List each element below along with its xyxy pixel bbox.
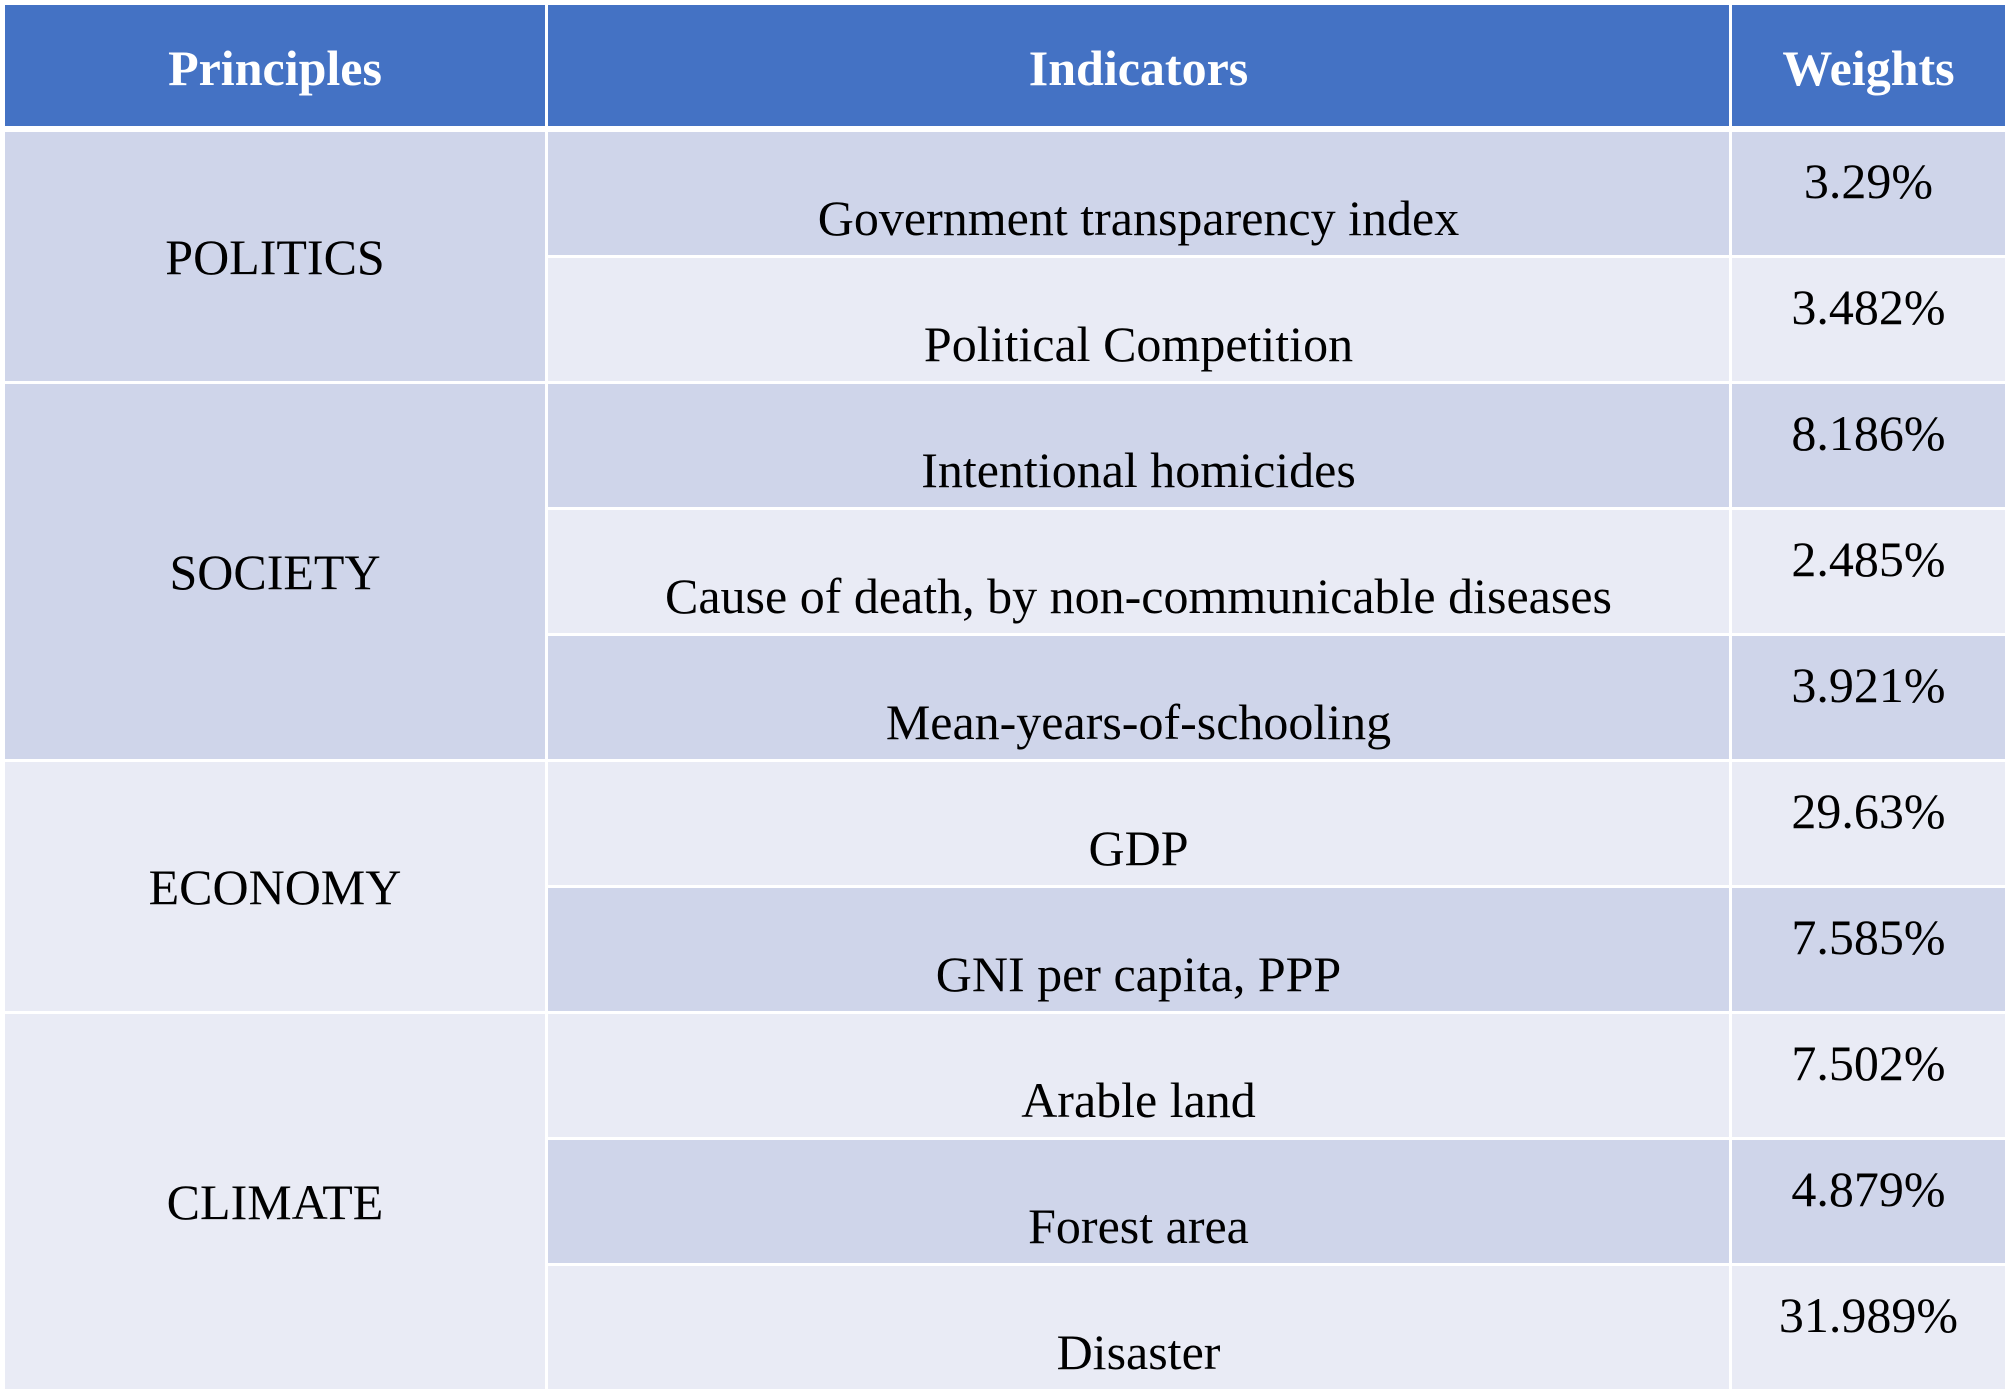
weight-cell: 7.502%: [1729, 1011, 2007, 1140]
principle-climate: CLIMATE: [2, 1011, 548, 1392]
weight-cell: 7.585%: [1729, 885, 2007, 1014]
header-indicators: Indicators: [545, 2, 1732, 132]
table-row: CLIMATE Arable land 7.502%: [2, 1011, 2007, 1392]
indicator-cell: Government transparency index: [545, 127, 1732, 258]
header-principles: Principles: [2, 2, 548, 132]
indicator-cell: Disaster: [545, 1263, 1732, 1392]
table-row: POLITICS Government transparency index 3…: [2, 127, 2007, 384]
table-row: Political Competition 3.482%: [4, 255, 2007, 384]
indicator-cell: Arable land: [545, 1011, 1732, 1140]
weight-cell: 3.921%: [1729, 633, 2007, 762]
indicator-cell: Mean-years-of-schooling: [545, 633, 1732, 762]
principle-economy: ECONOMY: [2, 759, 548, 1014]
indicator-cell: Political Competition: [545, 255, 1732, 384]
weight-cell: 2.485%: [1729, 507, 2007, 636]
table-row: GNI per capita, PPP 7.585%: [4, 885, 2007, 1014]
principle-politics: POLITICS: [2, 127, 548, 384]
principle-society: SOCIETY: [2, 381, 548, 762]
table-row: SOCIETY Intentional homicides 8.186%: [2, 381, 2007, 762]
indicator-cell: Intentional homicides: [545, 381, 1732, 510]
weight-cell: 8.186%: [1729, 381, 2007, 510]
table-row: Mean-years-of-schooling 3.921%: [4, 633, 2007, 762]
weight-cell: 31.989%: [1729, 1263, 2007, 1392]
weight-cell: 29.63%: [1729, 759, 2007, 888]
weight-cell: 4.879%: [1729, 1137, 2007, 1266]
indicator-cell: GNI per capita, PPP: [545, 885, 1732, 1014]
table-row: Cause of death, by non-communicable dise…: [4, 507, 2007, 636]
weight-cell: 3.29%: [1729, 127, 2007, 258]
weight-cell: 3.482%: [1729, 255, 2007, 384]
header-weights: Weights: [1729, 2, 2007, 132]
indicator-cell: Forest area: [545, 1137, 1732, 1266]
indicator-cell: Cause of death, by non-communicable dise…: [545, 507, 1732, 636]
header-row: Principles Indicators Weights: [2, 2, 2007, 132]
table-row: ECONOMY GDP 29.63%: [2, 759, 2007, 1014]
indicator-cell: GDP: [545, 759, 1732, 888]
